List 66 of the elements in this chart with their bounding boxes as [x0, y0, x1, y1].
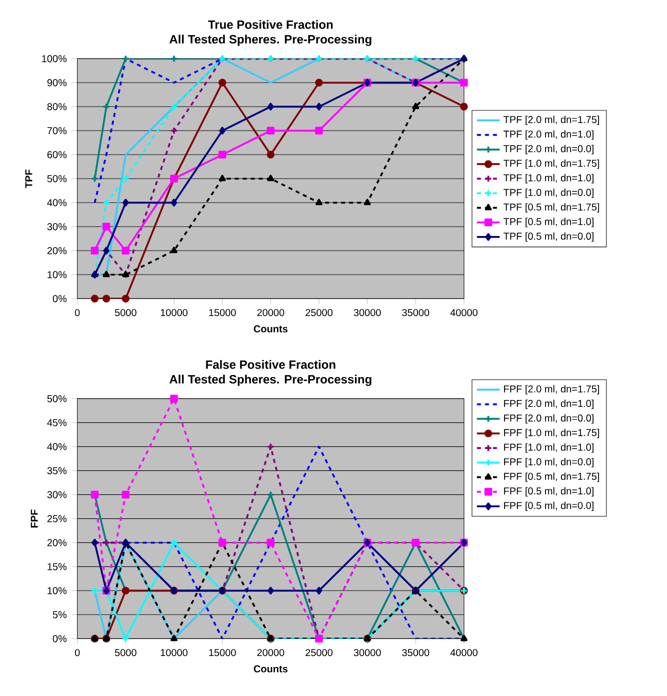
legend-label: FPF [0.5 ml, dn=0.0] — [504, 502, 594, 512]
chart-subtitle: All Tested Spheres. Pre-Processing — [170, 34, 372, 46]
x-axis-title: Counts — [254, 665, 288, 672]
chart-title: True Positive Fraction — [208, 20, 333, 29]
y-tick-label: 10% — [48, 587, 67, 594]
x-tick-label: 30000 — [354, 649, 381, 656]
y-tick-label: 50% — [47, 175, 67, 182]
x-tick-label: 10000 — [161, 309, 188, 316]
y-tick-label: 20% — [48, 247, 67, 254]
x-tick-label: 25000 — [306, 309, 333, 316]
y-axis-title: TPF — [25, 170, 32, 188]
y-tick-label: 15% — [48, 563, 67, 570]
y-tick-label: 5% — [53, 611, 67, 618]
x-tick-label: 40000 — [450, 309, 478, 316]
y-tick-label: 90% — [48, 79, 67, 86]
legend-label: FPF [1.0 ml, dn=1.0] — [504, 443, 594, 453]
y-tick-label: 20% — [48, 539, 67, 546]
y-tick-label: 0% — [53, 295, 67, 302]
x-tick-label: 15000 — [209, 649, 236, 656]
x-axis-title: Counts — [254, 325, 288, 332]
y-tick-label: 60% — [48, 151, 67, 158]
y-tick-label: 40% — [47, 199, 67, 206]
x-tick-label: 20000 — [257, 649, 284, 656]
x-tick-label: 35000 — [402, 309, 430, 316]
y-tick-label: 30% — [47, 223, 67, 230]
x-tick-label: 20000 — [257, 309, 284, 316]
y-tick-label: 70% — [48, 127, 67, 134]
legend-label: TPF [1.0 ml, dn=0.0] — [504, 188, 594, 198]
x-tick-label: 40000 — [450, 649, 478, 656]
y-axis-title: FPF — [31, 510, 38, 528]
legend-label: FPF [0.5 ml, dn=1.75] — [504, 472, 600, 482]
legend-label: TPF [0.5 ml, dn=1.0] — [504, 218, 594, 228]
legend-label: TPF [2.0 ml, dn=1.75] — [504, 116, 600, 126]
legend-label: TPF [0.5 ml, dn=1.75] — [504, 203, 600, 213]
y-tick-label: 10% — [48, 271, 67, 278]
legend-label: TPF [1.0 ml, dn=1.0] — [504, 174, 594, 184]
x-tick-label: 0 — [75, 649, 80, 656]
x-tick-label: 5000 — [115, 649, 137, 656]
legend-label: TPF [1.0 ml, dn=1.75] — [504, 159, 600, 169]
y-tick-label: 25% — [48, 515, 67, 522]
chart-subtitle: All Tested Spheres. Pre-Processing — [170, 374, 372, 386]
y-tick-label: 50% — [47, 395, 67, 402]
legend-label: FPF [2.0 ml, dn=1.0] — [504, 400, 594, 409]
legend-label: FPF [0.5 ml, dn=1.0] — [504, 487, 594, 496]
y-tick-label: 40% — [47, 443, 67, 450]
legend-label: TPF [0.5 ml, dn=0.0] — [504, 232, 594, 242]
y-tick-label: 80% — [48, 103, 67, 110]
x-tick-label: 25000 — [306, 649, 333, 656]
x-tick-label: 35000 — [402, 649, 430, 656]
y-tick-label: 100% — [42, 55, 67, 62]
legend-label: TPF [2.0 ml, dn=1.0] — [504, 130, 594, 140]
y-tick-label: 30% — [47, 491, 67, 498]
chart-title: False Positive Fraction — [206, 360, 336, 369]
legend-label: FPF [1.0 ml, dn=1.75] — [504, 428, 600, 438]
legend-label: FPF [2.0 ml, dn=0.0] — [504, 414, 594, 424]
y-tick-label: 0% — [53, 635, 67, 642]
legend-label: TPF [2.0 ml, dn=0.0] — [504, 144, 594, 154]
x-tick-label: 5000 — [115, 309, 137, 316]
x-tick-label: 30000 — [354, 309, 381, 316]
x-tick-label: 10000 — [161, 649, 188, 656]
x-tick-label: 15000 — [209, 309, 236, 316]
x-tick-label: 0 — [75, 309, 80, 316]
y-tick-label: 35% — [47, 467, 67, 474]
y-tick-label: 45% — [47, 419, 67, 426]
legend-label: FPF [1.0 ml, dn=0.0] — [504, 458, 594, 468]
legend-label: FPF [2.0 ml, dn=1.75] — [504, 385, 600, 394]
